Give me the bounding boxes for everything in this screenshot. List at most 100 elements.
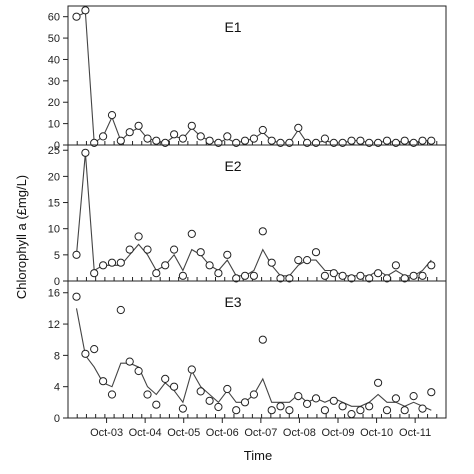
y-tick-label: 0: [54, 140, 60, 152]
data-point: [285, 274, 294, 283]
data-point: [134, 232, 143, 241]
data-point: [223, 250, 232, 259]
y-tick-label: 0: [54, 276, 60, 288]
data-point: [143, 245, 152, 254]
y-tick-label: 12: [48, 319, 60, 331]
data-point: [400, 136, 409, 145]
data-point: [382, 274, 392, 283]
data-point: [303, 399, 312, 408]
data-point: [232, 406, 241, 415]
data-point: [391, 261, 400, 270]
data-point: [107, 258, 117, 267]
data-point: [391, 394, 400, 403]
data-point: [427, 261, 436, 270]
y-tick-label: 8: [54, 350, 60, 362]
data-point: [258, 227, 267, 236]
data-point: [196, 248, 205, 257]
data-point: [329, 269, 338, 278]
data-point: [409, 271, 418, 280]
data-point: [72, 292, 81, 301]
data-point: [249, 390, 258, 399]
y-tick-label: 30: [48, 76, 60, 88]
data-point: [99, 377, 108, 386]
data-point: [152, 136, 161, 145]
data-point: [267, 258, 276, 267]
data-point: [276, 402, 285, 411]
data-point: [178, 404, 187, 413]
data-point: [382, 406, 392, 415]
x-tick-label: Oct-07: [244, 427, 277, 439]
data-point: [196, 132, 205, 141]
data-point: [427, 388, 436, 397]
data-point: [81, 148, 90, 157]
data-point: [418, 136, 427, 145]
data-point: [267, 136, 276, 145]
y-tick-label: 10: [48, 119, 60, 131]
y-tick-label: 15: [48, 198, 60, 210]
data-point: [311, 248, 321, 257]
data-point: [365, 274, 374, 283]
panel-frame: [67, 280, 447, 419]
data-point: [409, 392, 418, 401]
y-tick-label: 0: [54, 413, 60, 425]
data-point: [205, 396, 214, 405]
panel-label: E1: [224, 19, 241, 35]
data-point: [338, 402, 347, 411]
data-point: [143, 390, 152, 399]
data-point: [72, 12, 81, 21]
data-point: [294, 123, 303, 133]
data-point: [338, 271, 347, 280]
series-line: [76, 11, 432, 144]
panel-label: E3: [224, 294, 241, 310]
data-point: [294, 392, 303, 401]
data-point: [320, 134, 329, 143]
data-point: [205, 136, 214, 145]
data-point: [178, 271, 187, 280]
data-point: [214, 269, 223, 278]
x-tick-label: Oct-10: [360, 427, 393, 439]
data-point: [347, 274, 356, 283]
data-point: [347, 136, 356, 145]
panel-e2: 0 5 10 15 20 25 E2: [48, 144, 447, 288]
data-point: [285, 406, 294, 415]
data-point: [99, 132, 108, 141]
data-point: [240, 136, 250, 145]
data-point: [240, 398, 250, 407]
data-point: [258, 335, 267, 344]
x-tick-label: Oct-05: [167, 427, 200, 439]
data-point: [178, 134, 187, 143]
data-point: [303, 256, 312, 265]
panel-e3: 0 4 8 12 16 E3: [48, 280, 447, 425]
data-point: [249, 271, 258, 280]
data-point: [161, 261, 170, 270]
data-point: [276, 274, 285, 283]
data-point: [134, 121, 143, 130]
data-point: [356, 406, 365, 415]
y-tick-label: 4: [54, 382, 60, 394]
data-point: [187, 229, 196, 238]
data-point: [400, 274, 409, 283]
x-tick-label: Oct-06: [206, 427, 239, 439]
data-point: [90, 345, 99, 354]
data-point: [294, 256, 303, 265]
data-point: [347, 410, 356, 419]
x-axis-title: Time: [244, 448, 272, 463]
data-point: [90, 269, 99, 278]
data-point: [374, 378, 383, 387]
data-point: [329, 396, 338, 405]
data-point: [170, 382, 179, 391]
data-point: [214, 402, 223, 412]
data-point: [170, 130, 179, 139]
data-point: [240, 271, 250, 280]
y-tick-label: 40: [48, 54, 60, 66]
data-point: [267, 406, 276, 415]
panel-e1: 0 10 20 30 40 50 60 E1: [48, 5, 447, 152]
series-line: [75, 152, 432, 277]
x-tick-label: Oct-09: [321, 427, 354, 439]
data-point: [187, 365, 196, 374]
data-point: [400, 406, 409, 415]
data-point: [365, 402, 374, 411]
data-point: [107, 111, 117, 120]
data-point: [427, 136, 436, 145]
